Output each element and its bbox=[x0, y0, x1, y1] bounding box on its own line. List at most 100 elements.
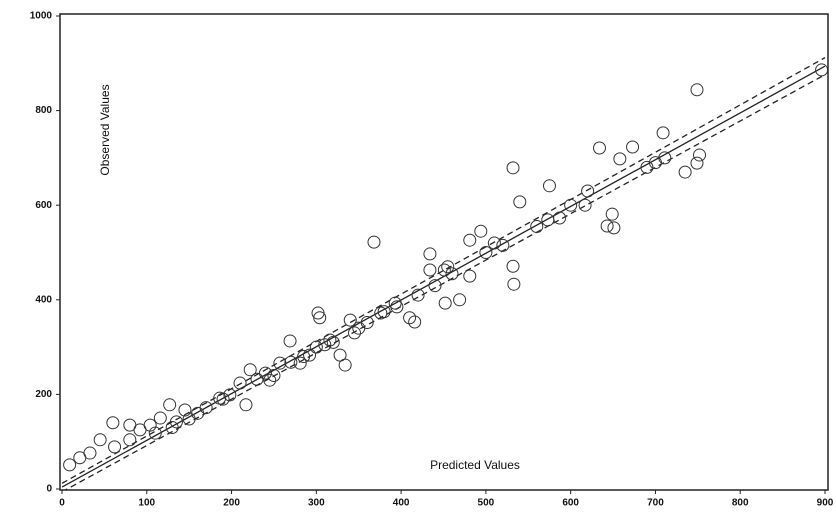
point bbox=[648, 156, 662, 170]
point bbox=[347, 326, 361, 340]
point bbox=[169, 415, 183, 429]
x-tick-label: 500 bbox=[478, 498, 495, 509]
point bbox=[553, 211, 567, 225]
x-tick-label: 600 bbox=[562, 498, 579, 509]
point bbox=[408, 315, 422, 329]
point bbox=[338, 358, 352, 372]
point bbox=[323, 333, 337, 347]
point bbox=[690, 156, 704, 170]
point bbox=[377, 305, 391, 319]
point bbox=[564, 198, 578, 212]
point bbox=[309, 340, 323, 354]
fit-line bbox=[64, 74, 826, 490]
point bbox=[303, 348, 317, 362]
point bbox=[658, 151, 672, 165]
y-tick-label: 1000 bbox=[30, 11, 53, 22]
y-tick-label: 800 bbox=[35, 105, 52, 116]
point bbox=[463, 269, 477, 283]
point bbox=[216, 392, 230, 406]
x-tick-label: 800 bbox=[732, 498, 749, 509]
y-tick-label: 0 bbox=[46, 484, 52, 495]
x-tick-label: 0 bbox=[59, 498, 65, 509]
point bbox=[507, 277, 521, 291]
point bbox=[258, 366, 272, 380]
x-tick-label: 200 bbox=[223, 498, 240, 509]
point bbox=[815, 63, 828, 77]
point bbox=[678, 165, 692, 179]
point bbox=[423, 263, 437, 277]
point bbox=[360, 316, 374, 330]
point bbox=[613, 152, 627, 166]
point bbox=[605, 207, 619, 221]
plot-frame bbox=[59, 13, 829, 491]
y-tick-label: 400 bbox=[35, 294, 52, 305]
point bbox=[463, 233, 477, 247]
x-tick-label: 900 bbox=[817, 498, 834, 509]
point bbox=[178, 403, 192, 417]
point bbox=[496, 238, 510, 252]
point bbox=[441, 260, 455, 274]
point bbox=[148, 426, 162, 440]
fit-line bbox=[61, 57, 826, 484]
point bbox=[63, 458, 77, 472]
point bbox=[690, 83, 704, 97]
point bbox=[438, 296, 452, 310]
point bbox=[479, 246, 493, 259]
point bbox=[530, 219, 544, 233]
point bbox=[607, 221, 621, 235]
point bbox=[542, 179, 556, 193]
point bbox=[283, 334, 297, 348]
point bbox=[656, 126, 670, 140]
point bbox=[163, 398, 177, 412]
point bbox=[239, 398, 253, 412]
y-tick-label: 600 bbox=[35, 200, 52, 211]
point bbox=[223, 388, 237, 402]
point bbox=[411, 288, 425, 302]
y-axis-title: Observed Values bbox=[98, 84, 112, 175]
point bbox=[626, 140, 640, 154]
point bbox=[233, 376, 247, 390]
point bbox=[693, 148, 707, 162]
point bbox=[273, 356, 287, 370]
point bbox=[191, 406, 205, 420]
point bbox=[453, 293, 467, 307]
x-tick-label: 100 bbox=[138, 498, 155, 509]
point bbox=[423, 247, 437, 261]
point bbox=[403, 311, 417, 325]
point bbox=[445, 267, 459, 281]
plot-area bbox=[61, 57, 828, 490]
point bbox=[153, 411, 167, 425]
point bbox=[123, 433, 137, 447]
point bbox=[592, 141, 606, 155]
x-tick-label: 300 bbox=[308, 498, 325, 509]
point bbox=[73, 451, 87, 465]
point bbox=[133, 423, 147, 437]
point bbox=[506, 161, 520, 175]
point bbox=[106, 416, 120, 430]
point bbox=[267, 368, 281, 382]
point bbox=[313, 311, 327, 325]
point bbox=[243, 363, 257, 377]
point bbox=[581, 184, 595, 198]
point bbox=[541, 213, 555, 227]
point bbox=[578, 198, 592, 212]
point bbox=[474, 224, 488, 238]
point bbox=[284, 355, 298, 369]
x-tick-label: 400 bbox=[393, 498, 410, 509]
x-tick-label: 700 bbox=[647, 498, 664, 509]
point bbox=[108, 440, 122, 454]
point bbox=[343, 313, 357, 327]
point bbox=[600, 219, 614, 233]
point bbox=[297, 350, 311, 364]
point bbox=[640, 160, 654, 174]
point bbox=[318, 338, 332, 352]
point bbox=[367, 235, 381, 249]
y-tick-label: 200 bbox=[35, 389, 52, 400]
point bbox=[428, 279, 442, 293]
point bbox=[487, 236, 501, 250]
point bbox=[513, 195, 527, 209]
fit-line bbox=[61, 65, 826, 488]
point bbox=[437, 263, 451, 277]
point bbox=[93, 433, 107, 447]
